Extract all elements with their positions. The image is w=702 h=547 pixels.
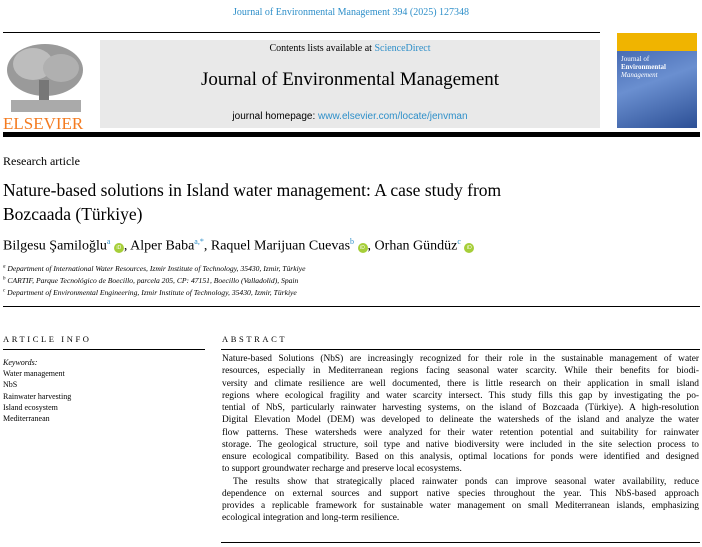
author[interactable]: Orhan Gündüz bbox=[374, 238, 458, 254]
author[interactable]: Bilgesu Şamiloğlu bbox=[3, 238, 107, 254]
keyword: NbS bbox=[3, 380, 18, 390]
article-info-heading: ARTICLE INFO bbox=[3, 334, 92, 344]
affiliation: c Department of Environmental Engineerin… bbox=[3, 288, 297, 297]
homepage-line: journal homepage: www.elsevier.com/locat… bbox=[232, 111, 468, 122]
running-head[interactable]: Journal of Environmental Management 394 … bbox=[232, 7, 470, 18]
divider bbox=[221, 349, 700, 350]
orcid-icon[interactable]: iD bbox=[357, 242, 368, 253]
abstract-heading: ABSTRACT bbox=[222, 334, 288, 344]
keyword: Island ecosystem bbox=[3, 402, 58, 412]
article-title: Nature-based solutions in Island water m… bbox=[3, 180, 502, 224]
homepage-link[interactable]: www.elsevier.com/locate/jenvman bbox=[318, 111, 468, 122]
sciencedirect-link[interactable]: ScienceDirect bbox=[374, 43, 431, 54]
keyword: Mediterranean bbox=[3, 414, 50, 424]
tree-icon: ELSEVIER bbox=[3, 44, 84, 133]
author[interactable]: Raquel Marijuan Cuevas bbox=[210, 238, 351, 254]
orcid-icon[interactable]: iD bbox=[113, 242, 124, 253]
journal-banner: Contents lists available at ScienceDirec… bbox=[100, 40, 600, 128]
article-type: Research article bbox=[3, 154, 80, 168]
author[interactable]: Alper Baba bbox=[130, 238, 195, 254]
affiliation: b CARTIF, Parque Tecnológico de Boecillo… bbox=[3, 276, 299, 285]
elsevier-logo: ELSEVIER bbox=[3, 40, 95, 133]
journal-cover: Journal of Environmental Management bbox=[617, 33, 697, 128]
contents-line: Contents lists available at ScienceDirec… bbox=[269, 43, 431, 54]
divider bbox=[3, 349, 205, 350]
divider bbox=[3, 132, 700, 137]
keyword: Rainwater harvesting bbox=[3, 391, 72, 401]
abstract-text: Nature-based Solutions (NbS) are increas… bbox=[222, 354, 699, 524]
orcid-icon[interactable]: iD bbox=[464, 242, 475, 253]
author-list: Bilgesu Şamiloğlua iD, Alper Babaa,*, Ra… bbox=[3, 237, 475, 255]
divider bbox=[221, 542, 700, 543]
divider bbox=[3, 306, 700, 307]
keywords: Keywords: Water management NbS Rainwater… bbox=[3, 358, 72, 424]
publisher-name: ELSEVIER bbox=[3, 114, 84, 130]
divider bbox=[3, 32, 600, 33]
journal-name: Journal of Environmental Management bbox=[200, 69, 500, 90]
keyword: Water management bbox=[3, 369, 65, 379]
affiliation: a Department of International Water Reso… bbox=[3, 264, 306, 273]
